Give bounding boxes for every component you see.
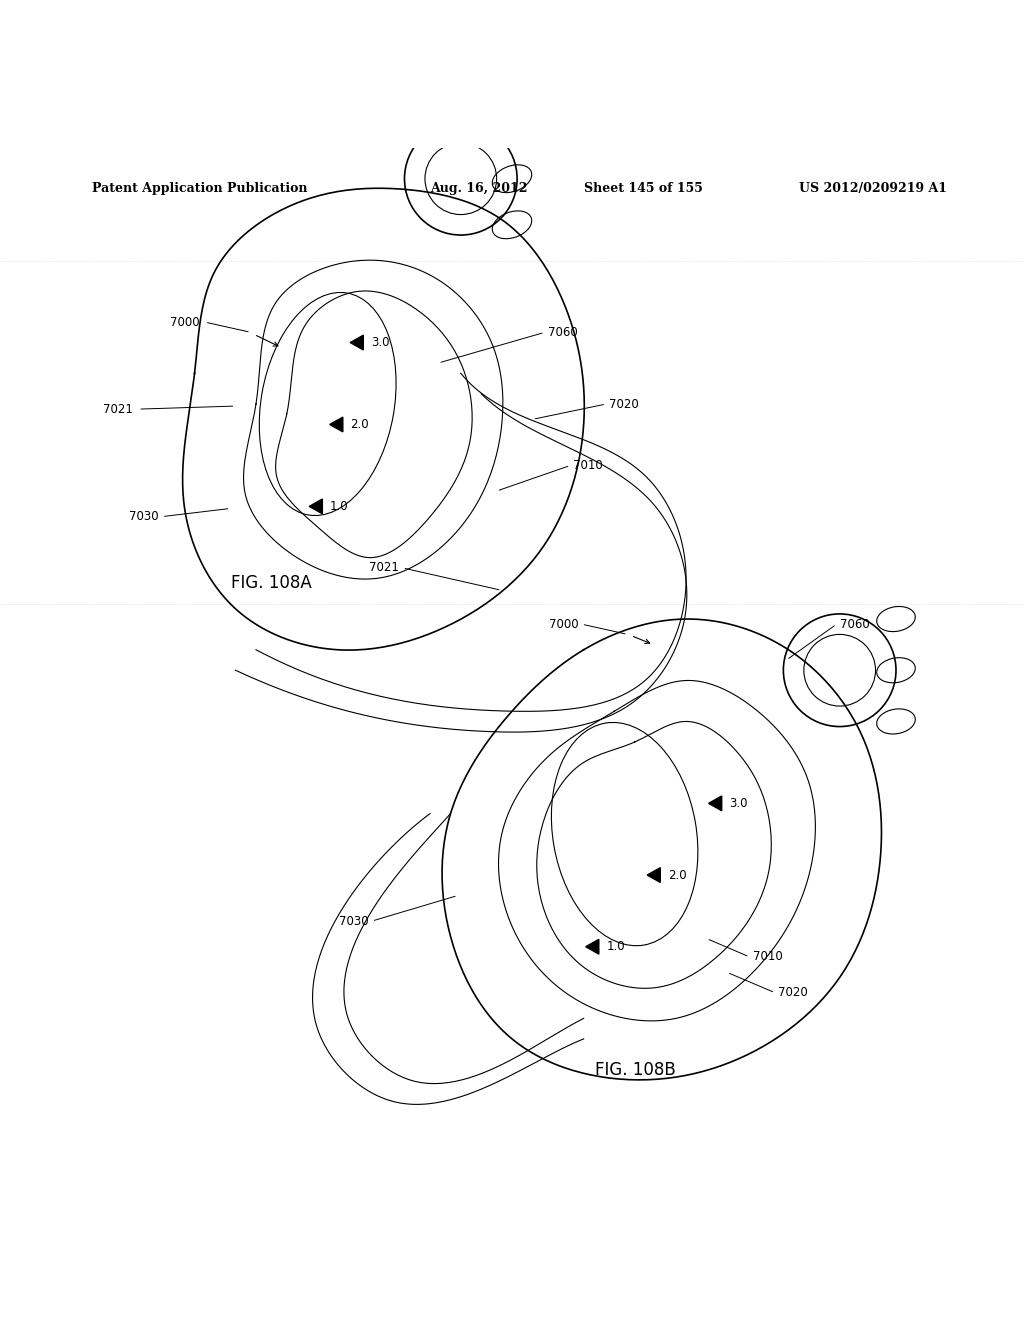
Text: FIG. 108B: FIG. 108B <box>595 1060 675 1078</box>
Polygon shape <box>586 940 599 954</box>
Text: 7010: 7010 <box>753 950 782 964</box>
Text: 7021: 7021 <box>370 561 399 574</box>
Text: 2.0: 2.0 <box>350 418 369 430</box>
Text: 7000: 7000 <box>170 315 200 329</box>
Polygon shape <box>709 796 722 810</box>
Text: 2.0: 2.0 <box>668 869 686 882</box>
Text: 7020: 7020 <box>778 986 808 999</box>
Text: 1.0: 1.0 <box>606 940 625 953</box>
Text: 7030: 7030 <box>129 510 159 523</box>
Text: FIG. 108A: FIG. 108A <box>231 574 311 593</box>
Text: 7010: 7010 <box>573 459 603 473</box>
Text: Patent Application Publication: Patent Application Publication <box>92 182 307 195</box>
Polygon shape <box>330 417 343 432</box>
Text: Sheet 145 of 155: Sheet 145 of 155 <box>584 182 702 195</box>
Polygon shape <box>647 867 660 882</box>
Text: 7020: 7020 <box>609 397 639 411</box>
Polygon shape <box>309 499 323 513</box>
Text: 3.0: 3.0 <box>371 337 389 348</box>
Polygon shape <box>350 335 364 350</box>
Text: 7030: 7030 <box>339 915 369 928</box>
Text: 7060: 7060 <box>548 326 578 339</box>
Text: 7021: 7021 <box>103 403 133 416</box>
Text: 3.0: 3.0 <box>729 797 748 810</box>
Text: 1.0: 1.0 <box>330 500 348 513</box>
Text: 7000: 7000 <box>549 618 579 631</box>
Text: 7060: 7060 <box>840 618 869 631</box>
Text: Aug. 16, 2012: Aug. 16, 2012 <box>430 182 527 195</box>
Text: US 2012/0209219 A1: US 2012/0209219 A1 <box>799 182 947 195</box>
